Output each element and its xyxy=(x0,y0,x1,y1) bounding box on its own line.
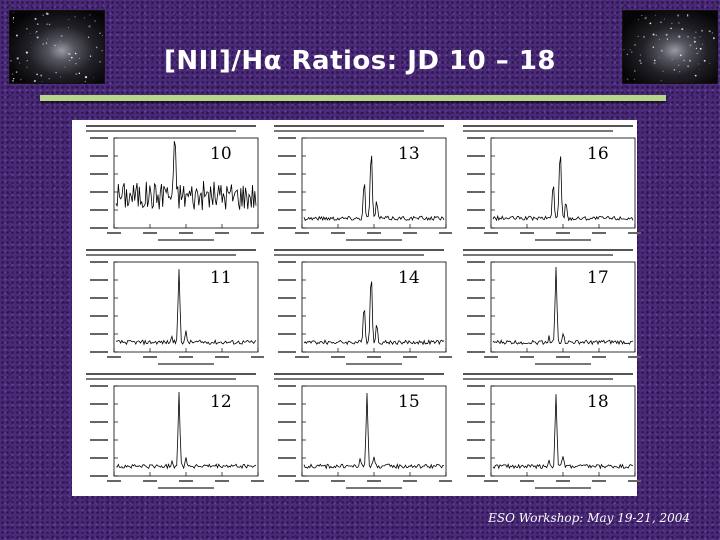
panel-label: 16 xyxy=(587,144,609,164)
spectrum-panel: 11 xyxy=(80,246,264,368)
spectrum-panel: 17 xyxy=(457,246,641,368)
spectrum-panel: 10 xyxy=(80,122,264,244)
spectrum-panel: 16 xyxy=(457,122,641,244)
spectrum-panel: 12 xyxy=(80,370,264,492)
panel-label: 10 xyxy=(210,144,232,164)
spectrum-panel: 18 xyxy=(457,370,641,492)
panel-label: 13 xyxy=(398,144,420,164)
spectrum-panel: 14 xyxy=(268,246,452,368)
title-divider xyxy=(40,95,666,101)
panel-label: 17 xyxy=(587,268,609,288)
spectrum-panel: 13 xyxy=(268,122,452,244)
slide-title: [NII]/Hα Ratios: JD 10 – 18 xyxy=(163,46,556,76)
spectrum-panel: 15 xyxy=(268,370,452,492)
spectra-figure: 10 13 16 11 14 17 12 15 18 xyxy=(72,120,641,496)
panel-label: 18 xyxy=(587,392,609,412)
galaxy-thumbnail-right xyxy=(622,10,718,84)
panel-label: 12 xyxy=(210,392,232,412)
footer-text: ESO Workshop: May 19-21, 2004 xyxy=(488,511,690,525)
panel-label: 14 xyxy=(398,268,420,288)
panel-label: 15 xyxy=(398,392,420,412)
panel-label: 11 xyxy=(210,268,232,288)
galaxy-thumbnail-left xyxy=(9,10,105,84)
